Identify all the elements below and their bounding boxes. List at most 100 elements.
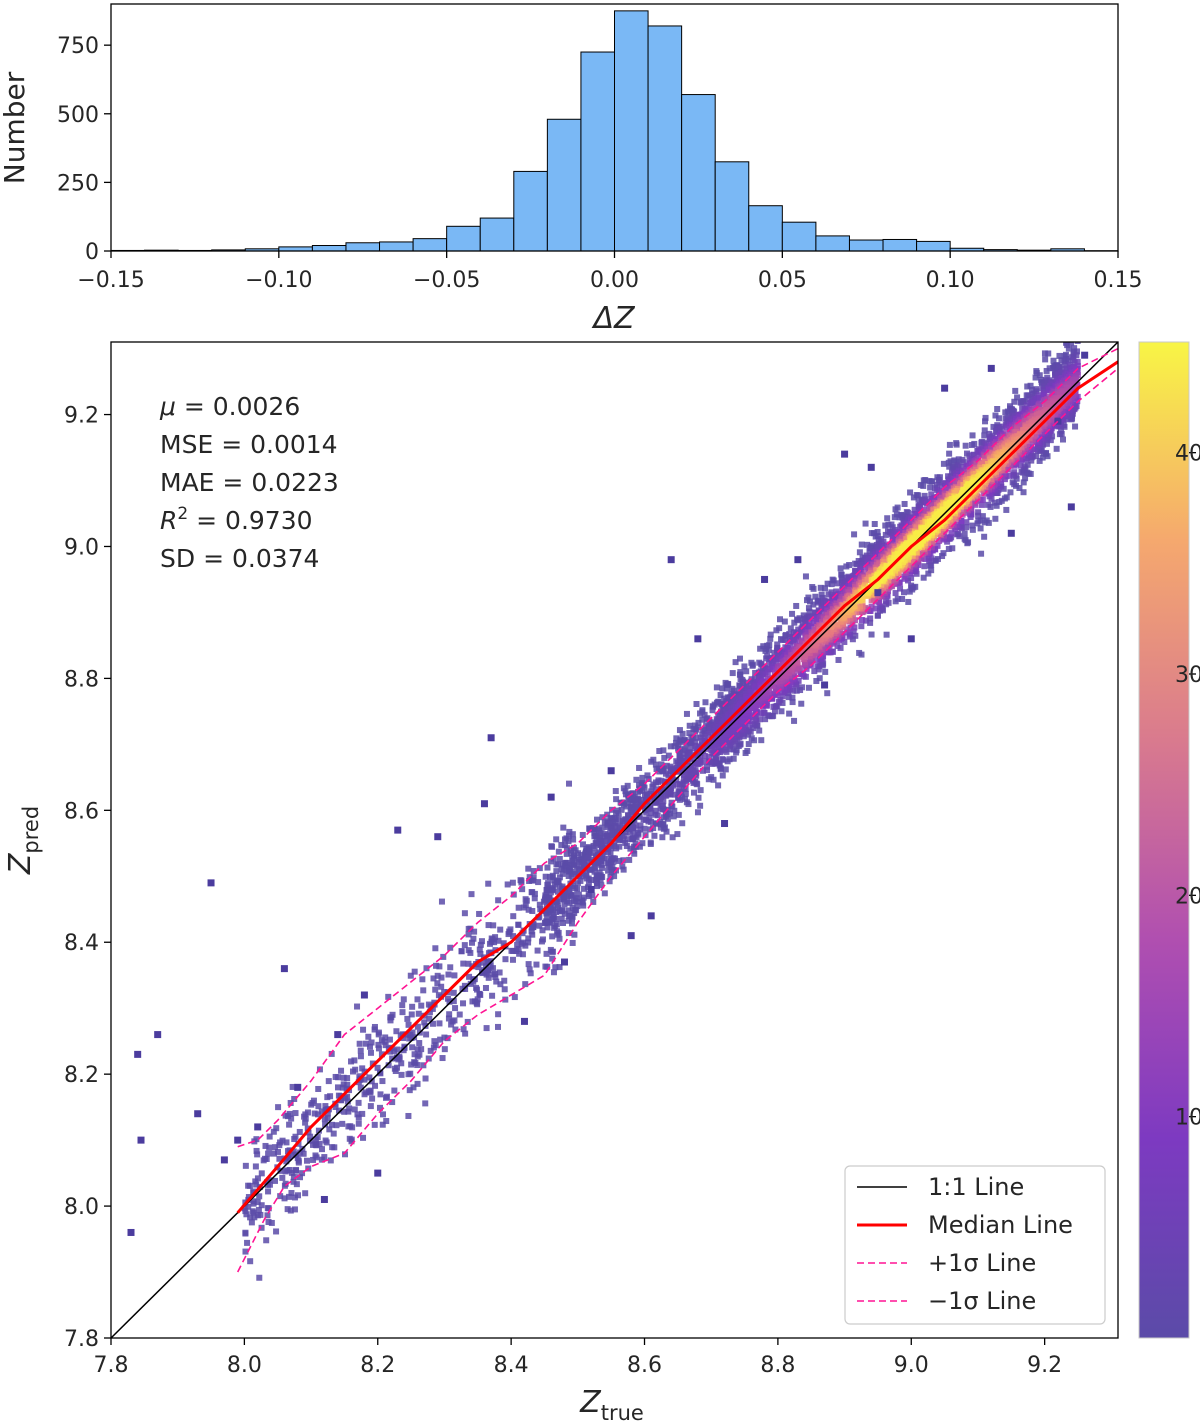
density-point bbox=[500, 940, 507, 947]
density-point bbox=[706, 753, 713, 760]
density-point bbox=[955, 456, 962, 463]
density-point bbox=[679, 759, 686, 766]
density-point bbox=[1022, 475, 1029, 482]
density-point bbox=[831, 633, 838, 640]
density-point bbox=[264, 1205, 271, 1212]
density-point bbox=[599, 864, 606, 871]
density-point bbox=[593, 872, 600, 879]
density-point bbox=[631, 850, 638, 857]
density-point bbox=[1031, 390, 1038, 397]
density-point bbox=[1035, 447, 1042, 454]
density-point bbox=[799, 684, 806, 691]
density-point bbox=[423, 1031, 430, 1038]
density-point bbox=[249, 1208, 256, 1215]
density-point bbox=[256, 1274, 263, 1281]
density-point bbox=[681, 795, 688, 802]
density-point bbox=[529, 931, 536, 938]
density-point bbox=[745, 741, 752, 748]
density-point bbox=[706, 758, 713, 765]
density-point bbox=[553, 908, 560, 915]
density-point bbox=[762, 665, 769, 672]
density-point bbox=[881, 558, 888, 565]
density-point bbox=[525, 906, 532, 913]
density-point bbox=[673, 777, 680, 784]
density-point bbox=[556, 874, 563, 881]
density-point bbox=[441, 989, 448, 996]
density-point bbox=[549, 933, 556, 940]
density-point bbox=[394, 1046, 401, 1053]
density-point bbox=[1027, 382, 1034, 389]
density-point bbox=[762, 716, 769, 723]
density-point bbox=[652, 807, 659, 814]
density-point bbox=[774, 641, 781, 648]
density-point bbox=[400, 996, 407, 1003]
density-point bbox=[610, 843, 617, 850]
density-point bbox=[351, 1057, 358, 1064]
density-point bbox=[369, 1095, 376, 1102]
density-point bbox=[752, 684, 759, 691]
density-point bbox=[851, 624, 858, 631]
density-point bbox=[291, 1095, 298, 1102]
density-point bbox=[377, 1070, 384, 1077]
density-point bbox=[832, 595, 839, 602]
density-point bbox=[247, 1214, 254, 1221]
density-point bbox=[522, 902, 529, 909]
density-point bbox=[915, 496, 922, 503]
density-point bbox=[476, 990, 483, 997]
density-point bbox=[680, 785, 687, 792]
density-point bbox=[1073, 352, 1080, 359]
density-point bbox=[519, 939, 526, 946]
density-point bbox=[315, 1085, 322, 1092]
density-point bbox=[427, 1047, 434, 1054]
density-point bbox=[671, 791, 678, 798]
density-point bbox=[391, 1048, 398, 1055]
density-point bbox=[947, 458, 954, 465]
density-point bbox=[519, 951, 526, 958]
density-point bbox=[849, 636, 856, 643]
density-point bbox=[438, 974, 445, 981]
density-point bbox=[416, 1040, 423, 1047]
density-point bbox=[303, 1157, 310, 1164]
density-point bbox=[414, 996, 421, 1003]
density-point bbox=[1039, 454, 1046, 461]
density-point bbox=[848, 600, 855, 607]
density-point bbox=[535, 879, 542, 886]
density-point bbox=[907, 489, 914, 496]
histogram-x-tick-label: 0.05 bbox=[758, 268, 807, 293]
density-point bbox=[574, 903, 581, 910]
density-point bbox=[342, 1151, 349, 1158]
density-point bbox=[952, 490, 959, 497]
density-point bbox=[589, 892, 596, 899]
density-point bbox=[295, 1192, 302, 1199]
density-point bbox=[982, 487, 989, 494]
density-point bbox=[266, 1144, 273, 1151]
density-point bbox=[568, 920, 575, 927]
density-point bbox=[922, 477, 929, 484]
density-point bbox=[946, 463, 953, 470]
density-point bbox=[704, 767, 711, 774]
density-point bbox=[661, 754, 668, 761]
density-point bbox=[843, 626, 850, 633]
density-point bbox=[676, 727, 683, 734]
density-point bbox=[759, 700, 766, 707]
density-point bbox=[981, 432, 988, 439]
density-point bbox=[293, 1181, 300, 1188]
density-point bbox=[518, 879, 525, 886]
density-point bbox=[525, 939, 532, 946]
density-point bbox=[901, 557, 908, 564]
density-point bbox=[722, 766, 729, 773]
density-point bbox=[523, 897, 530, 904]
density-point bbox=[591, 863, 598, 870]
density-point bbox=[263, 1237, 270, 1244]
density-point bbox=[340, 1074, 347, 1081]
density-point bbox=[828, 589, 835, 596]
density-point bbox=[725, 681, 732, 688]
density-point bbox=[1023, 402, 1030, 409]
density-point bbox=[502, 956, 509, 963]
density-point bbox=[765, 661, 772, 668]
density-point bbox=[648, 809, 655, 816]
density-point bbox=[658, 777, 665, 784]
density-point bbox=[985, 501, 992, 508]
density-point bbox=[885, 577, 892, 584]
density-point bbox=[474, 996, 481, 1003]
